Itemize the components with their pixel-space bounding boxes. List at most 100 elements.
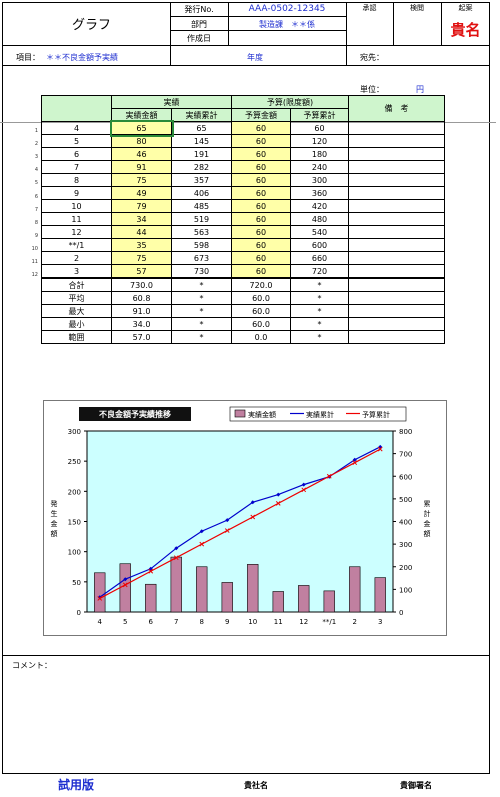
sheet-row-number: 4 xyxy=(34,167,38,174)
sheet-row-number: 12 xyxy=(31,272,38,279)
x-tick-label: 8 xyxy=(200,618,204,626)
point-actual-cum xyxy=(97,595,102,600)
y-tick-label: 100 xyxy=(68,549,81,557)
summary-label: 平均 xyxy=(41,291,112,305)
x-tick-label: 7 xyxy=(174,618,178,626)
summary-budget-cum-cell: * xyxy=(290,317,349,331)
summary-actual-cum-cell: * xyxy=(171,304,232,318)
unit-value: 円 xyxy=(416,85,424,94)
notes-cell xyxy=(348,251,445,265)
point-actual-cum xyxy=(123,577,128,582)
actual-amount-cell: 80 xyxy=(111,134,172,148)
summary-notes-cell xyxy=(348,277,445,292)
table-row: 8 75 357 60 300 xyxy=(41,173,445,187)
point-actual-cum xyxy=(301,482,306,487)
page-frame xyxy=(2,2,490,774)
approval-label-2: 検閲 xyxy=(410,4,424,12)
y-tick-label: 50 xyxy=(72,579,81,587)
summary-budget-cum-cell: * xyxy=(290,330,349,344)
y2-axis-label-char: 額 xyxy=(424,529,431,538)
summary-budget-cell: 60.0 xyxy=(231,317,291,331)
bar-actual-amount xyxy=(374,577,386,613)
notes-cell xyxy=(348,121,445,135)
budget-group-header: 予算(限度額) xyxy=(231,95,349,109)
budget-cum-cell: 60 xyxy=(290,121,349,135)
actual-cum-cell: 519 xyxy=(171,212,232,226)
point-actual-cum xyxy=(276,492,281,497)
point-actual-cum xyxy=(250,500,255,505)
header-row-line xyxy=(170,16,346,17)
bar-actual-amount xyxy=(170,556,182,613)
actual-amount-cell: 35 xyxy=(111,238,172,252)
header-col-line xyxy=(393,2,394,45)
signature-label: 貴御署名 xyxy=(400,781,432,790)
actual-amount-cell: 75 xyxy=(111,173,172,187)
table-row: 3 57 730 60 720 xyxy=(41,264,445,279)
point-budget-cum xyxy=(377,446,383,452)
actual-cum-cell: 282 xyxy=(171,160,232,174)
summary-row: 範囲 57.0 * 0.0 * xyxy=(41,330,445,344)
data-table: 実績 予算(限度額) 備 考 実績金額 実績累計 予算金額 予算累計 4 65 65… xyxy=(41,95,445,344)
x-tick-label: 6 xyxy=(149,618,154,626)
summary-notes-cell xyxy=(348,304,445,318)
x-tick-label: 2 xyxy=(353,618,357,626)
budget-cum-cell: 360 xyxy=(290,186,349,200)
summary-actual-cell: 730.0 xyxy=(111,277,172,292)
actual-amount-cell: 34 xyxy=(111,212,172,226)
budget-cum-cell: 600 xyxy=(290,238,349,252)
y-tick-label: 150 xyxy=(68,519,81,527)
summary-label: 範囲 xyxy=(41,330,112,344)
y-tick-label: 300 xyxy=(68,428,81,436)
x-tick-label: 3 xyxy=(378,618,382,626)
summary-budget-cell: 60.0 xyxy=(231,304,291,318)
point-actual-cum xyxy=(199,529,204,534)
table-row: 6 46 191 60 180 xyxy=(41,147,445,161)
notes-cell xyxy=(348,238,445,252)
bar-actual-amount xyxy=(272,591,284,613)
actual-amount-cell: 91 xyxy=(111,160,172,174)
summary-actual-cell: 91.0 xyxy=(111,304,172,318)
budget-cum-cell: 540 xyxy=(290,225,349,239)
month-cell: 2 xyxy=(41,251,112,265)
bar-actual-amount xyxy=(298,585,310,613)
month-cell: 12 xyxy=(41,225,112,239)
page-title: グラフ xyxy=(72,18,112,33)
info-col-line xyxy=(346,45,347,65)
y-axis-label-char: 発 xyxy=(51,499,58,508)
actual-cum-cell: 406 xyxy=(171,186,232,200)
budget-cum-cell: 240 xyxy=(290,160,349,174)
trial-label: 試用版 xyxy=(58,778,95,792)
summary-budget-cell: 0.0 xyxy=(231,330,291,344)
point-budget-cum xyxy=(97,596,103,601)
notes-cell xyxy=(348,186,445,200)
table-row: 4 65 65 60 60 xyxy=(41,119,445,137)
issue-no-label: 発行No. xyxy=(184,5,214,14)
point-budget-cum xyxy=(275,501,281,506)
dept-label: 部門 xyxy=(191,20,207,29)
notes-cell xyxy=(348,225,445,239)
header-col-line xyxy=(228,2,229,45)
company-name-label: 貴社名 xyxy=(244,781,268,790)
sheet-row-number: 6 xyxy=(34,193,38,200)
summary-notes-cell xyxy=(348,291,445,305)
month-cell: **/1 xyxy=(41,238,112,252)
notes-cell xyxy=(348,199,445,213)
sheet-row-number: 9 xyxy=(34,232,38,239)
actual-amount-cell: 65 xyxy=(109,119,174,137)
notes-cell xyxy=(348,160,445,174)
legend-swatch-bar xyxy=(234,409,246,418)
month-cell: 4 xyxy=(41,121,112,135)
chart-title: 不良金額予実績推移 xyxy=(99,409,171,419)
budget-amount-cell: 60 xyxy=(231,121,291,135)
x-tick-label: 10 xyxy=(248,618,257,626)
budget-amount-cell: 60 xyxy=(231,264,291,279)
point-budget-cum xyxy=(352,460,358,466)
header-col-line xyxy=(170,2,171,45)
sheet-row-number: 3 xyxy=(34,154,38,161)
header-col-line xyxy=(346,2,347,45)
year-label: 年度 xyxy=(247,53,263,62)
summary-actual-cum-cell: * xyxy=(171,330,232,344)
actual-amount-cell: 75 xyxy=(111,251,172,265)
table-row: 12 44 563 60 540 xyxy=(41,225,445,239)
summary-row: 最大 91.0 * 60.0 * xyxy=(41,304,445,318)
